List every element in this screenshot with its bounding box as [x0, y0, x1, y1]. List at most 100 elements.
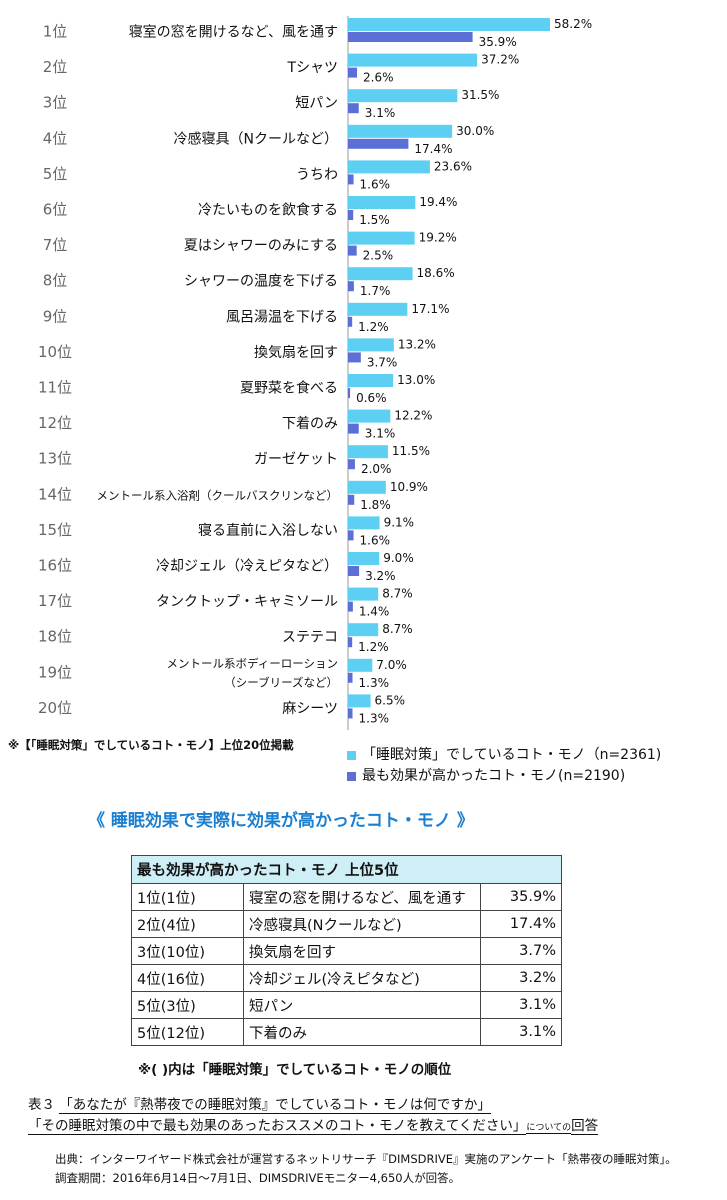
- data-label-doing: 31.5%: [461, 88, 499, 102]
- category-label: 夏野菜を食べる: [240, 380, 338, 397]
- rank-label: 4位: [43, 129, 68, 147]
- legend-swatch-most-effective: [347, 772, 356, 781]
- bar-doing: [348, 124, 453, 138]
- legend-item-most-effective: 最も効果が高かったコト・モノ(n=2190): [347, 766, 661, 787]
- bar-doing: [348, 18, 550, 31]
- bar-doing: [348, 409, 391, 423]
- bar-most-effective: [348, 245, 357, 256]
- bar-most-effective: [348, 174, 354, 185]
- category-label: 麻シーツ: [282, 701, 338, 717]
- table-cell-value: 3.1%: [480, 991, 562, 1019]
- bar-doing: [348, 374, 394, 387]
- source-line-1: 出典：インターワイヤード株式会社が運営するネットリサーチ『DIMSDRIVE』実…: [55, 1152, 677, 1166]
- category-label: メントール系ボディーローション: [167, 656, 338, 670]
- category-label: 冷却ジェル（冷えピタなど）: [156, 559, 338, 575]
- table-cell-value: 35.9%: [480, 883, 562, 911]
- bar-doing: [348, 694, 371, 708]
- bar-most-effective: [348, 459, 355, 470]
- rank-label: 1位: [43, 23, 68, 41]
- bar-most-effective: [348, 566, 360, 576]
- data-label-most-effective: 1.6%: [360, 177, 391, 191]
- top5-table-header-row: 最も効果が高かったコト・モノ 上位5位: [131, 855, 562, 884]
- bar-chart: 1位 寝室の窓を開けるなど、風を通す 58.2% 35.9% 2位 Tシャツ 37.2% 2.…: [38, 16, 592, 730]
- caption-small-text: についての: [526, 1123, 572, 1134]
- bar-doing: [348, 267, 413, 281]
- category-label: 寝る直前に入浴しない: [198, 522, 338, 539]
- data-label-doing: 9.0%: [383, 551, 414, 565]
- data-label-most-effective: 17.4%: [414, 142, 452, 156]
- category-label: 寝室の窓を開けるなど、風を通す: [129, 24, 338, 41]
- table-row: 5位(3位) 短パン 3.1%: [131, 991, 562, 1019]
- category-label: 夏はシャワーのみにする: [184, 238, 338, 254]
- data-label-doing: 8.7%: [382, 587, 413, 601]
- category-label: 風呂湯温を下げる: [226, 308, 338, 325]
- bar-most-effective: [348, 138, 409, 149]
- data-label-most-effective: 1.2%: [358, 320, 389, 334]
- section-title: 《 睡眠効果で実際に効果が高かったコト・モノ 》: [88, 811, 474, 831]
- bar-doing: [348, 53, 478, 67]
- table-cell-item: 換気扇を回す: [243, 937, 481, 965]
- table-cell-rank: 2位(4位): [131, 910, 244, 938]
- caption-question-1: 「あなたが『熱帯夜での睡眠対策』でしているコト・モノは何ですか」: [59, 1097, 491, 1114]
- legend-label-doing: 「睡眠対策」でしているコト・モノ（n=2361): [362, 747, 662, 763]
- bar-most-effective: [348, 32, 473, 42]
- bar-most-effective: [348, 601, 353, 612]
- bar-most-effective: [348, 494, 355, 505]
- data-label-doing: 11.5%: [392, 444, 430, 458]
- bar-doing: [348, 658, 373, 672]
- data-label-doing: 12.2%: [394, 409, 432, 423]
- data-label-doing: 13.0%: [397, 373, 435, 387]
- table-row: 3位(10位) 換気扇を回す 3.7%: [131, 937, 562, 965]
- caption-line-1: 表３ 「あなたが『熱帯夜での睡眠対策』でしているコト・モノは何ですか」: [28, 1095, 598, 1116]
- bar-most-effective: [348, 637, 353, 648]
- category-label: 換気扇を回す: [254, 345, 338, 361]
- bar-doing: [348, 302, 408, 316]
- table-cell-item: 冷感寝具(Nクールなど): [243, 910, 481, 938]
- source-line-2: 調査期間：2016年6月14日～7月1日、DIMSDRIVEモニター4,650人…: [55, 1171, 461, 1185]
- category-label: 短パン: [295, 96, 338, 112]
- rank-label: 5位: [43, 165, 68, 183]
- bar-most-effective: [348, 530, 354, 541]
- rank-label: 8位: [43, 272, 68, 290]
- bar-doing: [348, 516, 380, 530]
- table-row: 5位(12位) 下着のみ 3.1%: [131, 1018, 562, 1046]
- data-label-doing: 58.2%: [554, 17, 592, 31]
- rank-label: 11位: [38, 379, 72, 397]
- data-label-most-effective: 2.5%: [363, 249, 394, 263]
- data-label-most-effective: 1.2%: [358, 640, 389, 654]
- table-cell-value: 17.4%: [480, 910, 562, 938]
- category-label: 冷感寝具（Nクールなど）: [174, 130, 338, 147]
- source-note: 出典：インターワイヤード株式会社が運営するネットリサーチ『DIMSDRIVE』実…: [55, 1150, 677, 1188]
- data-label-doing: 23.6%: [434, 159, 472, 173]
- table-cell-value: 3.1%: [480, 1018, 562, 1046]
- data-label-most-effective: 1.7%: [360, 284, 391, 298]
- bar-most-effective: [348, 352, 361, 363]
- data-label-doing: 13.2%: [398, 337, 436, 351]
- chart-legend: 「睡眠対策」でしているコト・モノ（n=2361) 最も効果が高かったコト・モノ(…: [347, 745, 661, 787]
- data-label-doing: 19.2%: [419, 231, 457, 245]
- table-row: 4位(16位) 冷却ジェル(冷えピタなど) 3.2%: [131, 964, 562, 992]
- top5-table-header: 最も効果が高かったコト・モノ 上位5位: [131, 855, 562, 884]
- data-label-most-effective: 1.3%: [359, 676, 390, 690]
- rank-label: 6位: [43, 201, 68, 219]
- rank-label: 2位: [43, 58, 68, 76]
- rank-label: 15位: [38, 521, 72, 539]
- legend-swatch-doing: [347, 751, 356, 760]
- caption-prefix: 表３: [28, 1097, 55, 1113]
- bar-most-effective: [348, 103, 359, 114]
- bar-most-effective: [348, 388, 351, 398]
- data-label-most-effective: 1.4%: [359, 605, 390, 619]
- data-label-most-effective: 0.6%: [356, 391, 387, 405]
- table-cell-item: 寝室の窓を開けるなど、風を通す: [243, 883, 481, 911]
- table-row: 2位(4位) 冷感寝具(Nクールなど) 17.4%: [131, 910, 562, 938]
- table-cell-rank: 5位(3位): [131, 991, 244, 1019]
- category-label: メントール系入浴剤（クールバスクリンなど）: [97, 488, 339, 502]
- category-label: ステテコ: [282, 630, 338, 646]
- top5-table: 最も効果が高かったコト・モノ 上位5位 1位(1位) 寝室の窓を開けるなど、風を…: [131, 855, 562, 1046]
- rank-label: 19位: [38, 663, 72, 681]
- bar-doing: [348, 196, 416, 209]
- bar-doing: [348, 338, 394, 352]
- data-label-most-effective: 3.1%: [365, 427, 396, 441]
- bar-doing: [348, 445, 388, 459]
- table-note: ※( )内は「睡眠対策」でしているコト・モノの順位: [138, 1062, 452, 1078]
